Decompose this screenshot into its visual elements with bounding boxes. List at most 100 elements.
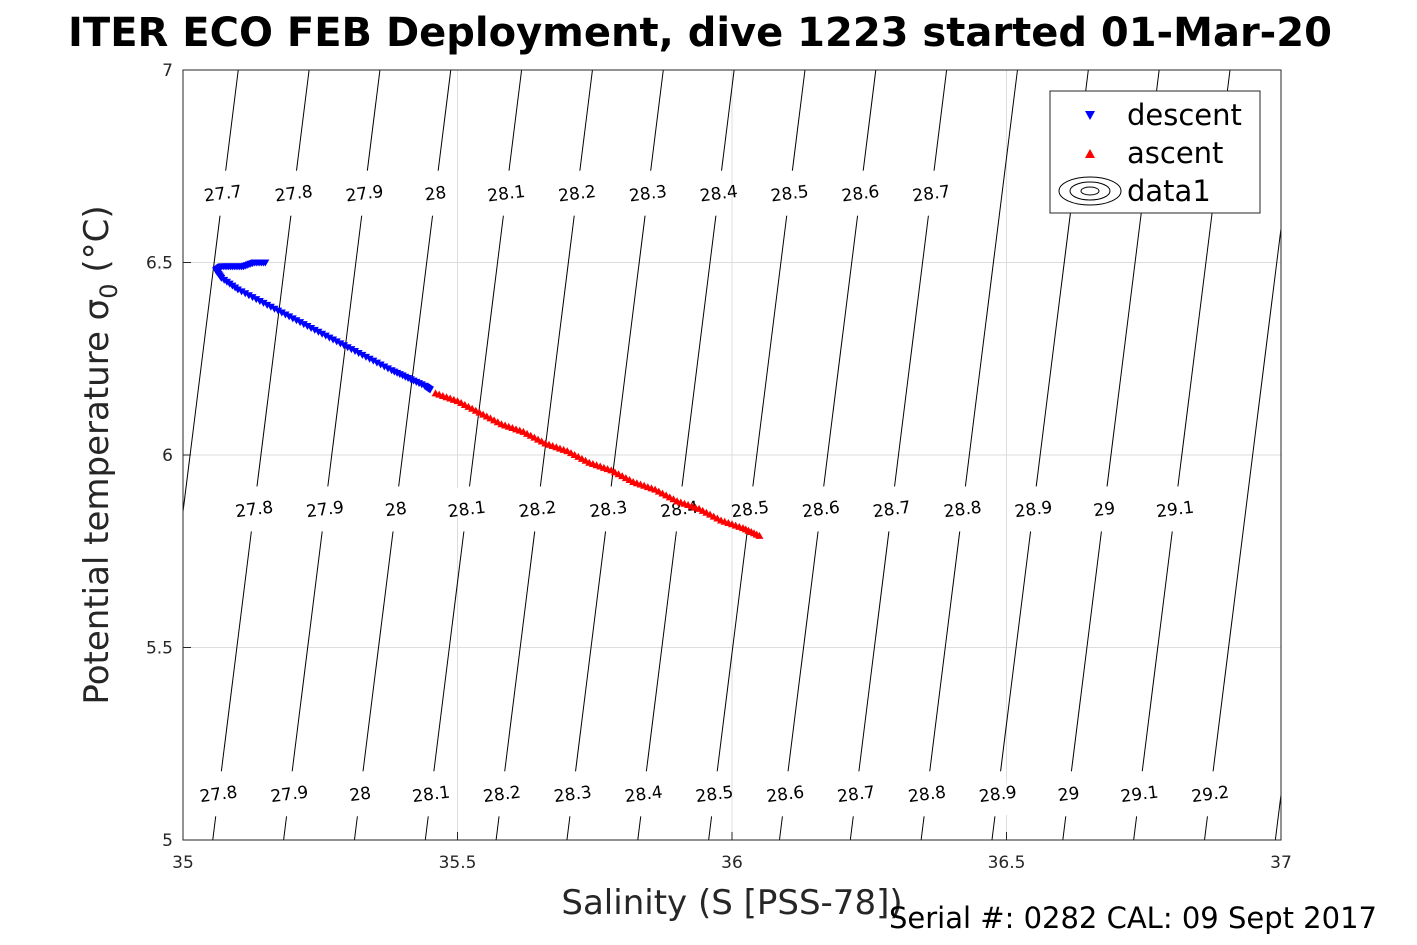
contour-label: 27.8 xyxy=(274,182,314,207)
contour-label-gap xyxy=(1055,770,1082,817)
contour-label: 27.9 xyxy=(305,498,345,523)
density-contour-line xyxy=(1274,790,1281,840)
contour-label-gap xyxy=(635,170,661,217)
descent-point xyxy=(380,363,389,371)
descent-point xyxy=(365,355,374,363)
legend-descent-marker xyxy=(1085,111,1095,120)
contour-label-gap xyxy=(205,770,232,817)
contour-label-gap xyxy=(312,485,338,532)
contour-label-gap xyxy=(776,170,803,217)
contour-label: 28.1 xyxy=(411,783,451,808)
contour-label: 28.8 xyxy=(943,498,983,523)
contour-label: 28.6 xyxy=(801,498,841,523)
descent-point xyxy=(351,348,360,356)
x-tick-label: 35 xyxy=(172,853,194,873)
contour-label-gap xyxy=(949,485,976,532)
contour-label: 28.4 xyxy=(699,182,739,207)
contour-label: 28.1 xyxy=(447,498,487,523)
descent-point xyxy=(383,365,392,373)
contour-label-gap xyxy=(493,170,519,217)
contour-label: 29.1 xyxy=(1120,783,1160,808)
contour-label: 28.6 xyxy=(840,182,880,207)
contour-label-gap xyxy=(564,170,590,217)
descent-point xyxy=(274,307,283,315)
ascent-point xyxy=(755,531,764,539)
contour-labels: 27.7 27.8 27.9 28 28.1 28.2 28.3 28.4 28.5 28.6 28… xyxy=(199,170,1230,817)
descent-point xyxy=(372,359,381,367)
y-axis-label-unit: (°C) xyxy=(77,205,117,283)
descent-point xyxy=(248,294,257,302)
density-contour-line xyxy=(1203,224,1281,840)
x-tick-label: 36.5 xyxy=(988,853,1026,873)
descent-point xyxy=(362,353,370,361)
contour-label-gap xyxy=(701,770,728,817)
contour-label-gap xyxy=(383,485,409,532)
y-axis-label-main: Potential temperature σ xyxy=(77,299,117,705)
descent-point xyxy=(303,323,312,331)
contour-label: 28.7 xyxy=(911,182,951,207)
contour-label: 28.3 xyxy=(588,498,628,523)
y-tick-label: 6 xyxy=(162,446,173,466)
x-tick-label: 37 xyxy=(1270,853,1292,873)
contour-label-gap xyxy=(1197,770,1223,817)
contour-label: 27.7 xyxy=(203,182,243,207)
contour-label: 29 xyxy=(1057,784,1081,807)
contour-label: 29.1 xyxy=(1155,498,1195,523)
x-tick-label: 35.5 xyxy=(439,853,477,873)
contour-label: 28.2 xyxy=(482,783,522,808)
contour-label: 27.8 xyxy=(199,783,239,808)
contour-label-gap xyxy=(1091,485,1117,532)
contour-label: 29 xyxy=(1092,499,1116,522)
contour-label-gap xyxy=(772,770,798,817)
contour-label: 28.1 xyxy=(486,182,526,207)
descent-point xyxy=(277,309,286,317)
descent-point xyxy=(343,344,352,352)
descent-point xyxy=(255,298,264,305)
contour-label-gap xyxy=(808,485,834,532)
descent-point xyxy=(270,305,279,313)
contour-label-gap xyxy=(918,170,944,217)
descent-point xyxy=(237,288,246,296)
contour-label-gap xyxy=(1020,485,1047,532)
legend-box xyxy=(1049,90,1261,214)
density-contour-line xyxy=(920,70,1018,840)
contour-label: 28 xyxy=(348,784,372,807)
legend-contour-icon xyxy=(1058,176,1122,206)
density-contour-line xyxy=(1346,70,1417,840)
contour-label-gap xyxy=(418,770,444,817)
contour-label-gap xyxy=(210,170,236,217)
contour-label: 27.8 xyxy=(234,498,274,523)
contour-label: 28.9 xyxy=(978,783,1018,808)
contour-label: 28.5 xyxy=(730,498,770,523)
contour-label-gap xyxy=(489,770,515,817)
descent-point xyxy=(281,311,290,319)
descent-point xyxy=(426,386,435,394)
legend-descent-label: descent xyxy=(1127,98,1242,132)
descent-point xyxy=(329,336,338,344)
descent-point xyxy=(288,315,297,323)
legend-data1-label: data1 xyxy=(1127,174,1211,208)
contour-label-gap xyxy=(847,170,874,217)
contour-label-gap xyxy=(524,485,551,532)
y-tick-label: 6.5 xyxy=(146,254,173,274)
contour-label-gap xyxy=(276,770,303,817)
descent-point xyxy=(340,342,349,350)
descent-point xyxy=(233,286,242,294)
descent-point xyxy=(296,319,305,327)
descent-point xyxy=(325,334,334,342)
legend-ascent-marker xyxy=(1085,149,1095,158)
y-tick-label: 5 xyxy=(162,831,173,851)
descent-point xyxy=(369,357,378,365)
contour-label: 28.5 xyxy=(770,182,810,207)
descent-point xyxy=(266,303,275,311)
serial-calibration-note: Serial #: 0282 CAL: 09 Sept 2017 xyxy=(889,901,1377,935)
contour-label-gap xyxy=(241,485,267,532)
contour-label-gap xyxy=(843,770,869,817)
contour-label-gap xyxy=(422,170,449,217)
contour-label-gap xyxy=(595,485,622,532)
y-axis-label-subscript: 0 xyxy=(95,283,123,298)
descent-point xyxy=(314,328,323,336)
descent-point xyxy=(244,292,253,300)
descent-point xyxy=(307,324,316,332)
contour-label: 27.9 xyxy=(269,783,309,808)
